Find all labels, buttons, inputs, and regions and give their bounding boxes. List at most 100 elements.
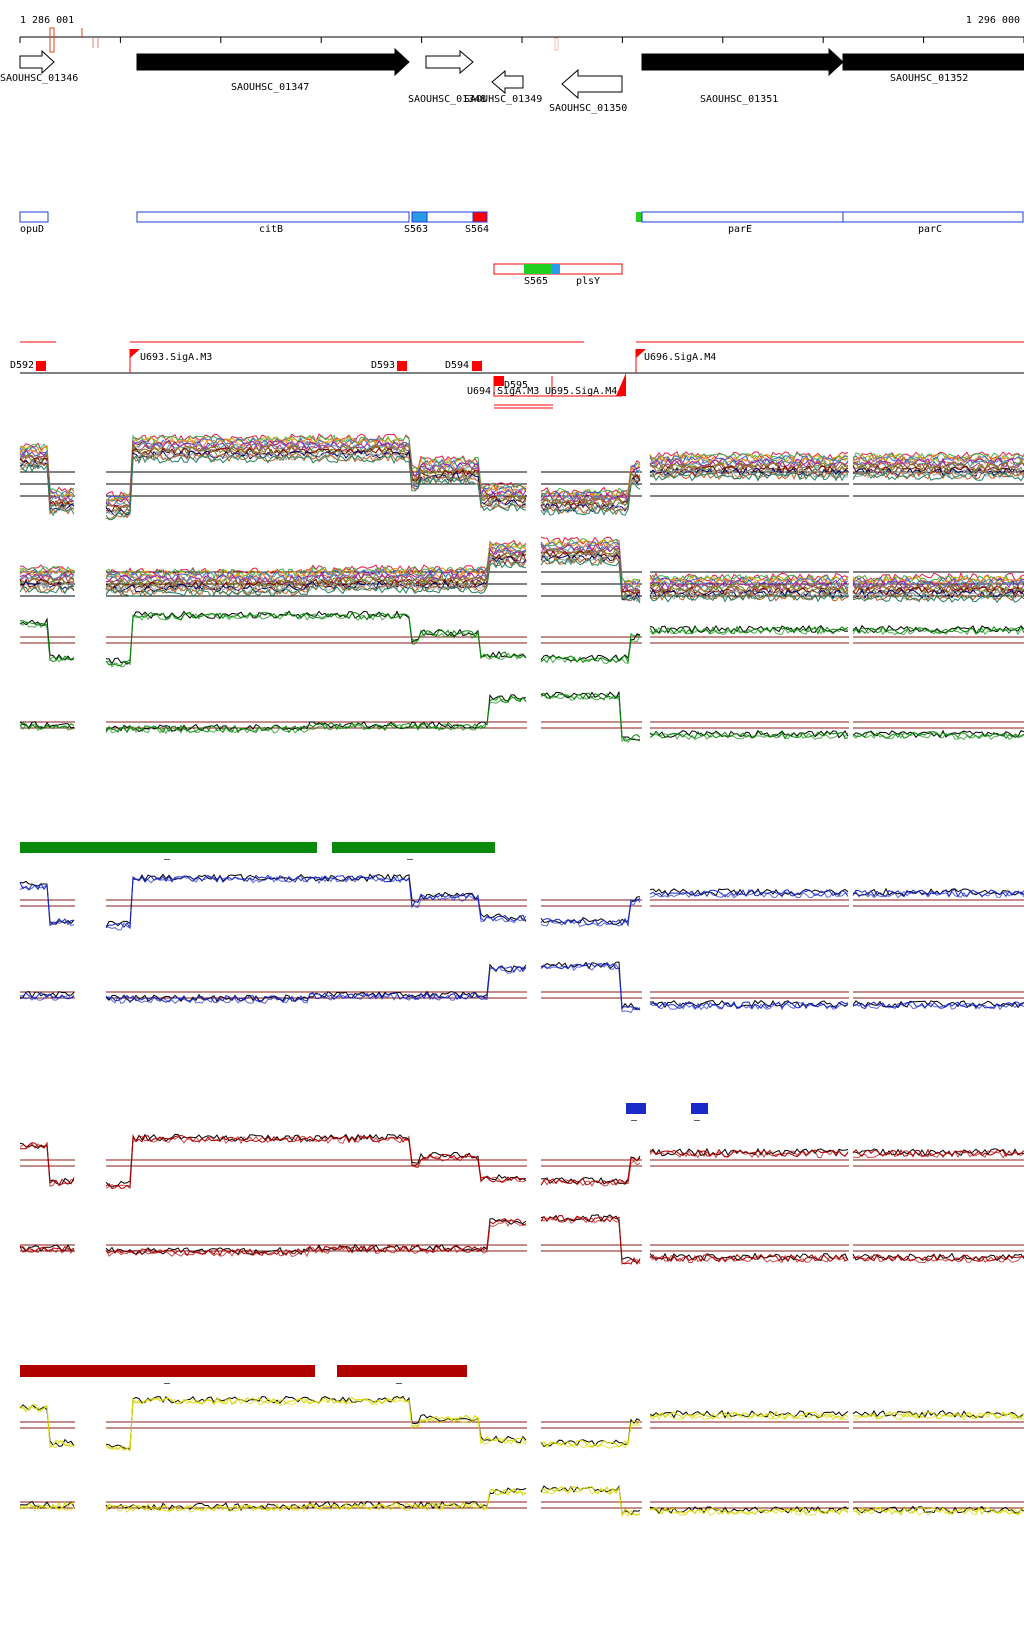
expression-line-condition xyxy=(19,1215,1024,1265)
expression-line-condition xyxy=(19,692,1024,742)
promoter-d594[interactable]: D594 xyxy=(445,360,482,371)
gene-label: SAOUHSC_01347 xyxy=(231,82,309,93)
expression-line-reference xyxy=(19,1395,1024,1450)
region-label: S563 xyxy=(404,224,428,235)
expression-line-condition xyxy=(19,1135,1024,1190)
promoter-label: U695.SigA.M4 xyxy=(545,386,617,397)
expression-track-pair xyxy=(19,610,1024,668)
ruler-highlight-mark xyxy=(49,27,55,53)
gene-label: SAOUHSC_01349 xyxy=(464,94,542,105)
expression-line-condition xyxy=(19,1214,1024,1265)
expression-line-condition xyxy=(19,1487,1024,1518)
significance-marker: – xyxy=(164,854,171,865)
significance-bar[interactable] xyxy=(691,1103,708,1114)
gene-saouhsc-01349[interactable]: SAOUHSC_01349 xyxy=(464,69,542,105)
gene-label: SAOUHSC_01346 xyxy=(0,73,78,84)
promoter-u695-siga-m4[interactable]: U695.SigA.M4 xyxy=(545,373,626,397)
ruler-start-coord: 1 286 001 xyxy=(20,15,74,26)
expression-line xyxy=(19,453,1024,521)
expression-track-pair xyxy=(19,961,1024,1014)
significance-bars-blue: – – xyxy=(626,1103,708,1126)
gene-saouhsc-01351[interactable]: SAOUHSC_01351 xyxy=(641,47,844,105)
expression-track-multi xyxy=(19,433,1024,521)
expression-track-pair xyxy=(19,1395,1024,1452)
gene-saouhsc-01348[interactable]: SAOUHSC_01348 xyxy=(408,49,486,105)
expression-line-reference xyxy=(19,1133,1024,1188)
gene-saouhsc-01352[interactable]: SAOUHSC_01352 xyxy=(842,53,1024,84)
ruler-end-coord: 1 296 000 xyxy=(966,15,1020,26)
expression-line-condition xyxy=(19,1133,1024,1190)
gene-saouhsc-01350[interactable]: SAOUHSC_01350 xyxy=(549,68,627,114)
promoter-label: U693.SigA.M3 xyxy=(140,352,212,363)
significance-marker: – xyxy=(164,1378,171,1389)
region-s564[interactable]: S564 xyxy=(465,211,489,235)
region-plsy[interactable]: plsY xyxy=(576,276,600,287)
promoter-track: D592 U693.SigA.M3 D593 D594 D595 U694.Si… xyxy=(10,341,1024,409)
ruler-highlight-mark xyxy=(97,38,99,48)
gene-saouhsc-01346[interactable]: SAOUHSC_01346 xyxy=(0,49,78,84)
expression-line xyxy=(19,550,1024,597)
expression-track-pair xyxy=(19,873,1024,931)
promoter-d592[interactable]: D592 xyxy=(10,360,46,371)
significance-bar[interactable] xyxy=(20,842,317,853)
gene-saouhsc-01347[interactable]: SAOUHSC_01347 xyxy=(136,47,410,93)
expression-line xyxy=(19,557,1024,604)
region-s563[interactable]: S563 xyxy=(404,211,474,235)
region-label: parE xyxy=(728,224,752,235)
gene-label: SAOUHSC_01351 xyxy=(700,94,778,105)
region-label: parC xyxy=(918,224,942,235)
promoter-label: D593 xyxy=(371,360,395,371)
multi-condition-expression-tracks xyxy=(19,433,1024,604)
gene-track: SAOUHSC_01346 SAOUHSC_01347 SAOUHSC_0134… xyxy=(0,47,1024,114)
expression-line xyxy=(19,441,1024,509)
significance-bars-green: – – xyxy=(20,842,495,865)
region-track: opuD citB S563 S564 parE parC S565 xyxy=(19,211,1024,287)
significance-marker: – xyxy=(407,854,414,865)
expression-track-pair xyxy=(19,1484,1024,1518)
expression-line-reference xyxy=(19,873,1024,928)
expression-line-condition xyxy=(19,961,1024,1011)
region-citb[interactable]: citB xyxy=(136,211,410,235)
expression-line-condition xyxy=(19,1397,1024,1451)
significance-marker: – xyxy=(694,1115,701,1126)
paired-expression-tracks xyxy=(19,610,1024,1518)
promoter-label: D594 xyxy=(445,360,469,371)
promoter-d593[interactable]: D593 xyxy=(371,360,407,371)
expression-line-condition xyxy=(19,612,1024,668)
region-label: plsY xyxy=(576,276,600,287)
ruler-ticks xyxy=(19,37,1024,43)
promoter-u693-siga-m3[interactable]: U693.SigA.M3 xyxy=(129,349,212,373)
promoter-u696-siga-m4[interactable]: U696.SigA.M4 xyxy=(635,349,716,373)
significance-bars-red: – – xyxy=(20,1365,467,1389)
region-pare[interactable]: parE xyxy=(636,211,844,235)
region-s565[interactable]: S565 xyxy=(493,263,623,287)
ruler-highlight-mark xyxy=(554,37,559,51)
expression-line xyxy=(19,452,1024,519)
promoter-label: U694.SigA.M3 xyxy=(467,386,539,397)
expression-line-condition xyxy=(19,611,1024,667)
promoter-d595[interactable]: D595 xyxy=(494,376,528,391)
region-parc[interactable]: parC xyxy=(842,211,1024,235)
region-label: opuD xyxy=(20,224,44,235)
significance-marker: – xyxy=(631,1115,638,1126)
promoter-label: U696.SigA.M4 xyxy=(644,352,716,363)
expression-line-reference xyxy=(19,610,1024,665)
promoter-label: D592 xyxy=(10,360,34,371)
significance-bar[interactable] xyxy=(20,1365,315,1377)
gene-label: SAOUHSC_01350 xyxy=(549,103,627,114)
region-opud[interactable]: opuD xyxy=(19,211,49,235)
promoter-u694-siga-m3[interactable]: U694.SigA.M3 xyxy=(467,376,622,409)
significance-bar[interactable] xyxy=(337,1365,467,1377)
significance-marker: – xyxy=(396,1378,403,1389)
expression-track-pair xyxy=(19,1214,1024,1265)
ruler-highlight-mark xyxy=(92,38,94,48)
expression-line xyxy=(19,443,1024,511)
coordinate-ruler: 1 286 001 1 296 000 xyxy=(19,15,1024,53)
region-label: citB xyxy=(259,224,283,235)
significance-bar[interactable] xyxy=(332,842,495,853)
gene-label: SAOUHSC_01352 xyxy=(890,73,968,84)
expression-line-condition xyxy=(19,875,1024,931)
significance-bar[interactable] xyxy=(626,1103,646,1114)
region-label: S564 xyxy=(465,224,489,235)
